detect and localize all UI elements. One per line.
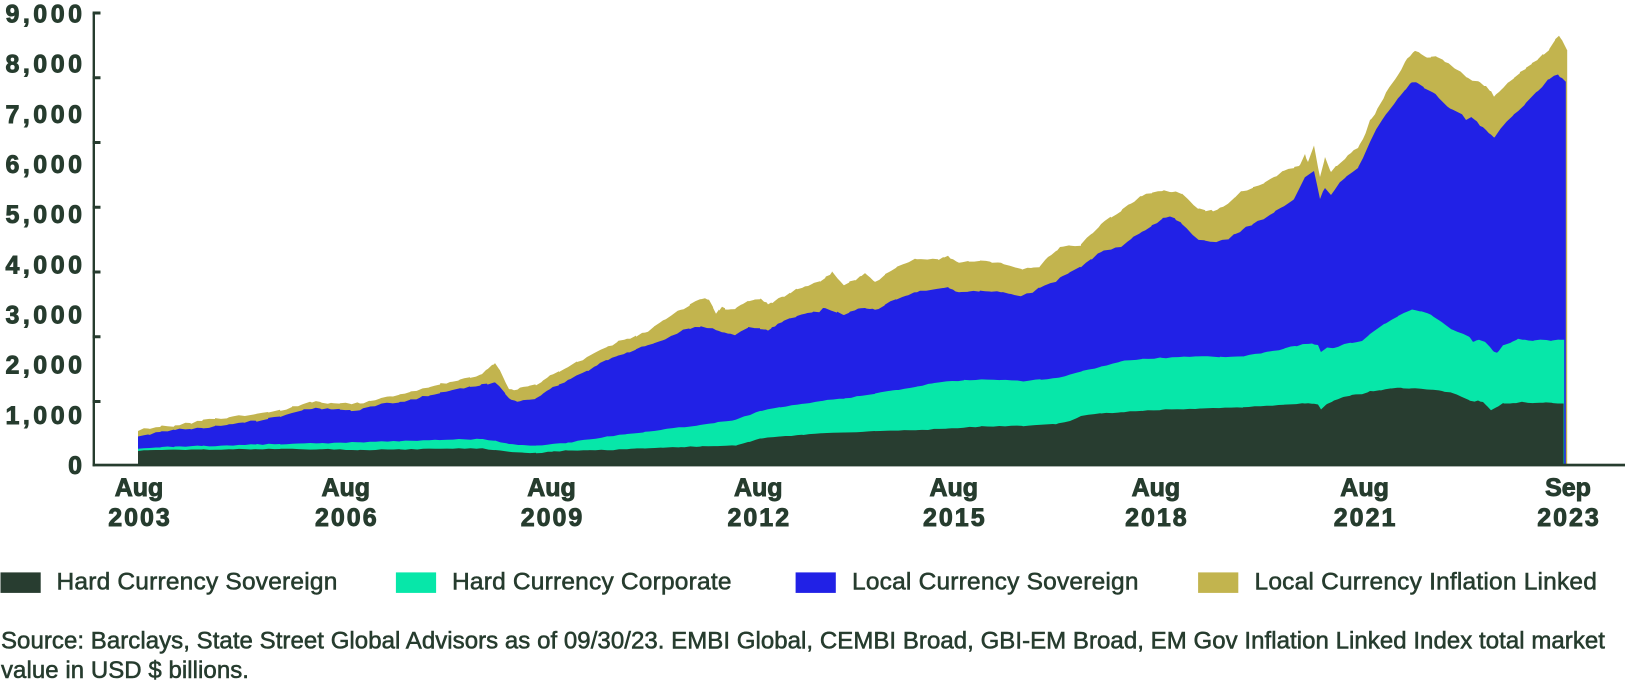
svg-text:Aug: Aug xyxy=(115,474,164,502)
svg-text:5,000: 5,000 xyxy=(5,201,85,229)
svg-text:Local Currency Inflation Linke: Local Currency Inflation Linked xyxy=(1255,568,1598,595)
svg-text:Hard Currency Corporate: Hard Currency Corporate xyxy=(452,568,732,595)
svg-text:Sep: Sep xyxy=(1545,474,1591,502)
svg-text:9,000: 9,000 xyxy=(5,0,85,28)
svg-text:2015: 2015 xyxy=(923,504,987,532)
svg-text:6,000: 6,000 xyxy=(5,151,85,179)
svg-text:7,000: 7,000 xyxy=(5,101,85,129)
svg-text:2023: 2023 xyxy=(1537,504,1601,532)
svg-text:2018: 2018 xyxy=(1125,504,1189,532)
svg-text:Aug: Aug xyxy=(527,474,576,502)
svg-text:Local Currency Sovereign: Local Currency Sovereign xyxy=(852,568,1139,595)
svg-text:Source: Barclays, State Street: Source: Barclays, State Street Global Ad… xyxy=(1,628,1605,655)
svg-text:Aug: Aug xyxy=(929,474,978,502)
svg-text:Aug: Aug xyxy=(321,474,370,502)
svg-text:2012: 2012 xyxy=(727,504,791,532)
svg-text:Aug: Aug xyxy=(734,474,783,502)
svg-text:1,000: 1,000 xyxy=(5,402,85,430)
svg-text:4,000: 4,000 xyxy=(5,251,85,279)
svg-text:Aug: Aug xyxy=(1132,474,1181,502)
svg-text:2006: 2006 xyxy=(315,504,379,532)
svg-text:0: 0 xyxy=(68,452,82,480)
svg-text:Hard Currency Sovereign: Hard Currency Sovereign xyxy=(57,568,338,595)
svg-text:2021: 2021 xyxy=(1334,504,1398,532)
svg-text:value in USD $ billions.: value in USD $ billions. xyxy=(1,657,249,684)
svg-text:2009: 2009 xyxy=(521,504,585,532)
svg-text:Aug: Aug xyxy=(1340,474,1389,502)
svg-text:8,000: 8,000 xyxy=(5,51,85,79)
svg-text:3,000: 3,000 xyxy=(5,302,85,330)
svg-text:2,000: 2,000 xyxy=(5,352,85,380)
svg-text:2003: 2003 xyxy=(108,504,172,532)
